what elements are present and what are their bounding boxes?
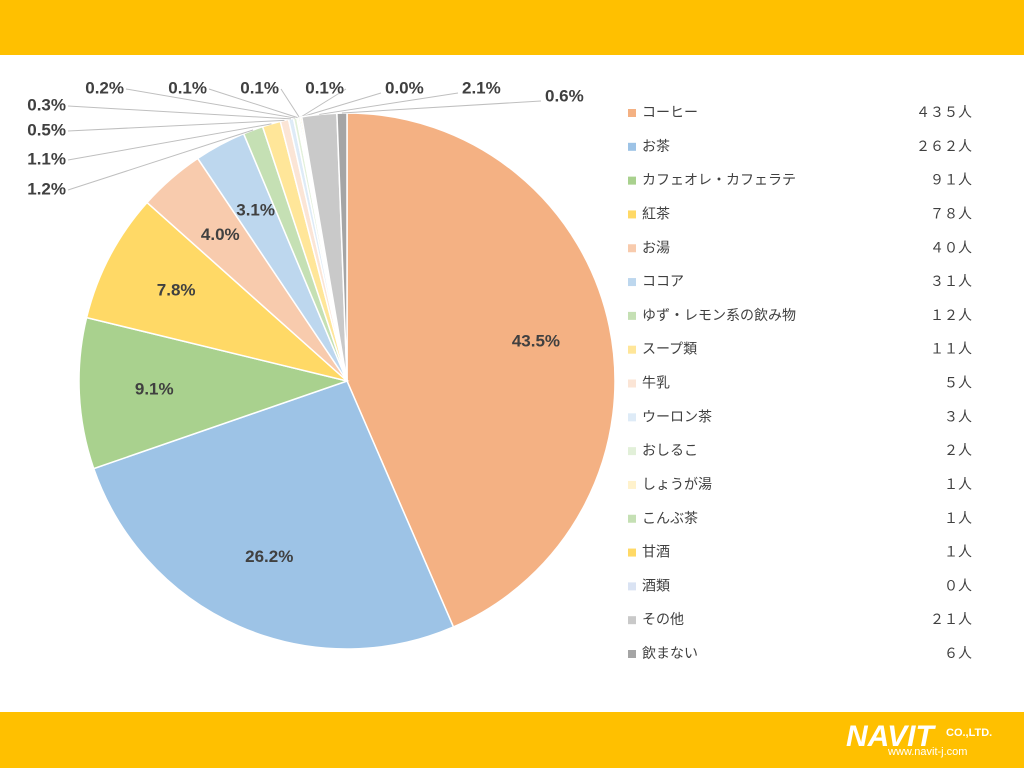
legend-swatch	[628, 582, 636, 591]
pie-slice	[78, 316, 350, 470]
legend-label: スープ類	[642, 342, 697, 358]
legend-label: 飲まない	[642, 646, 698, 662]
legend-count: ２１人	[930, 612, 972, 628]
legend-swatch	[628, 616, 636, 625]
legend-count: ０人	[944, 578, 972, 594]
leader-line	[300, 88, 347, 118]
legend-count: ３人	[944, 409, 972, 425]
slice-label: 3.1%	[236, 201, 275, 220]
logo-url: www.navit-j.com	[887, 746, 967, 758]
legend-count: ２人	[944, 443, 972, 459]
slice-label: 0.1%	[305, 78, 344, 97]
slice-label: 0.6%	[545, 86, 584, 105]
legend-label: 酒類	[642, 578, 670, 594]
legend-label: 甘酒	[642, 545, 670, 561]
legend-swatch	[628, 311, 636, 320]
leader-line	[67, 123, 272, 161]
legend-label: こんぶ茶	[642, 511, 698, 527]
legend-swatch	[628, 142, 636, 151]
leader-line	[208, 88, 298, 119]
slice-label: 9.1%	[135, 380, 174, 399]
legend-swatch	[628, 480, 636, 489]
slice-label: 1.2%	[27, 179, 66, 198]
legend-label: お湯	[642, 239, 670, 256]
legend-swatch	[628, 379, 636, 388]
leader-line	[301, 92, 382, 118]
pie-slice	[346, 112, 616, 628]
legend-label: その他	[642, 612, 684, 628]
legend-label: コーヒー	[642, 105, 698, 121]
pie-slice	[85, 201, 348, 382]
legend-swatch	[628, 514, 636, 523]
leader-line	[319, 92, 459, 115]
legend-label: ウーロン茶	[642, 409, 712, 425]
slice-label: 0.1%	[168, 78, 207, 97]
slice-label: 7.8%	[157, 281, 196, 300]
legend-count: １人	[944, 545, 972, 561]
legend-swatch	[628, 278, 636, 287]
slice-label: 4.0%	[201, 225, 240, 244]
legend-count: １人	[944, 511, 972, 527]
slice-label: 43.5%	[512, 331, 560, 350]
legend-label: ココア	[642, 274, 684, 290]
legend-swatch	[628, 176, 636, 185]
legend-swatch	[628, 650, 636, 658]
legend-swatch	[628, 447, 636, 456]
slice-label: 26.2%	[245, 547, 293, 566]
legend-count: ６人	[944, 646, 972, 662]
slice-label: 0.2%	[85, 78, 124, 97]
legend-label: ゆず・レモン系の飲み物	[642, 308, 796, 324]
leader-line	[125, 88, 296, 119]
leader-line	[67, 119, 285, 132]
bottom-band	[0, 712, 1024, 768]
legend-count: ３１人	[930, 274, 972, 290]
legend-count: ４３５人	[916, 105, 972, 121]
legend-count: １人	[944, 477, 972, 493]
leader-line	[341, 100, 542, 114]
legend-label: しょうが湯	[642, 476, 712, 493]
legend-label: お茶	[642, 139, 670, 155]
legend-count: ７８人	[930, 206, 972, 222]
legend-swatch	[628, 244, 636, 253]
legend-count: ５人	[944, 376, 972, 392]
leader-line	[67, 105, 292, 120]
slice-label: 1.1%	[27, 149, 66, 168]
logo-suffix: CO.,LTD.	[946, 727, 992, 739]
legend-label: カフェオレ・カフェラテ	[642, 173, 796, 189]
legend-count: ２６２人	[916, 139, 972, 155]
logo-name: NAVIT	[846, 720, 936, 753]
slice-label: 0.1%	[240, 78, 279, 97]
legend-swatch	[628, 548, 636, 557]
leader-line	[280, 88, 300, 118]
top-band	[0, 0, 1024, 55]
legend-swatch	[628, 210, 636, 219]
legend-label: おしるこ	[642, 443, 698, 459]
slice-label: 0.0%	[385, 78, 424, 97]
legend-count: １１人	[930, 342, 972, 358]
slice-label: 0.5%	[27, 120, 66, 139]
pie-slice	[92, 380, 455, 650]
slice-label: 2.1%	[462, 78, 501, 97]
leader-line	[67, 129, 254, 191]
slice-label: 0.3%	[27, 95, 66, 114]
legend-label: 牛乳	[642, 376, 670, 392]
legend-swatch	[628, 109, 636, 117]
legend-count: １２人	[930, 308, 972, 324]
legend-swatch	[628, 345, 636, 354]
legend-swatch	[628, 413, 636, 422]
legend-count: ９１人	[930, 173, 972, 189]
legend-label: 紅茶	[642, 206, 670, 222]
legend-count: ４０人	[930, 240, 972, 256]
